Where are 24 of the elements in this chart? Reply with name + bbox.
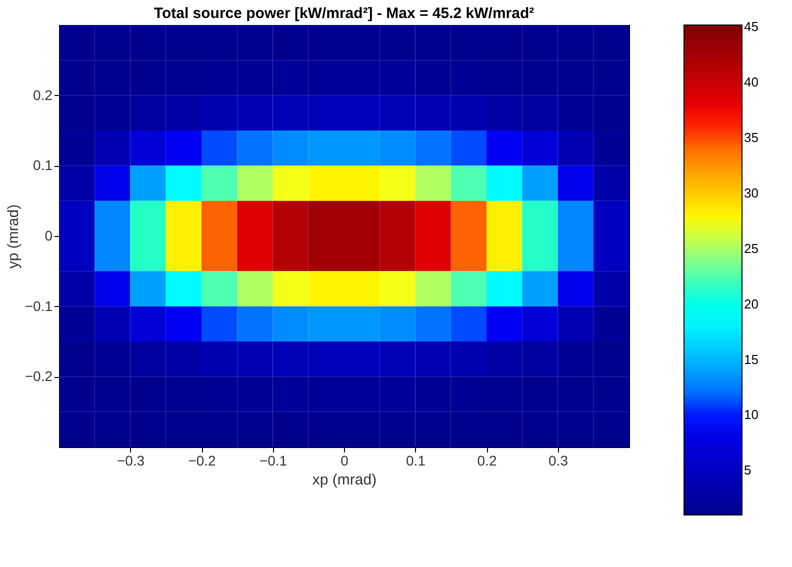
color-bar-label: 25 [744, 240, 758, 256]
y-tick-label: 0.1 [33, 157, 53, 174]
color-bar-label: 35 [744, 130, 758, 146]
color-bar-label: 15 [744, 352, 758, 367]
x-tick-label: 0 [340, 452, 349, 468]
y-tick-label: 0 [44, 228, 53, 244]
x-axis-title: xp (mrad) [312, 472, 377, 488]
y-tick-label: 0.2 [33, 86, 53, 103]
y-tick-label: −0.1 [24, 298, 53, 314]
chart-title: Total source power [kW/mrad²] - Max = 45.2 kW/mrad² [154, 5, 534, 22]
y-tick-label: −0.2 [24, 368, 53, 384]
color-bar-label: 45 [744, 19, 758, 34]
y-axis-title: yp (mrad) [4, 204, 22, 269]
x-tick-label: 0.1 [406, 452, 426, 468]
color-bar-label: 40 [744, 74, 758, 90]
color-bar-label: 30 [744, 186, 758, 201]
color-bar-label: 20 [744, 296, 758, 312]
x-tick-label: −0.1 [259, 452, 288, 468]
color-bar-label: 10 [744, 407, 758, 422]
color-bar-label: 5 [744, 462, 752, 478]
x-tick-label: −0.2 [188, 452, 216, 468]
x-tick-label: 0.3 [548, 452, 568, 468]
x-tick-label: 0.2 [477, 452, 497, 468]
x-tick-label: −0.3 [116, 452, 145, 468]
